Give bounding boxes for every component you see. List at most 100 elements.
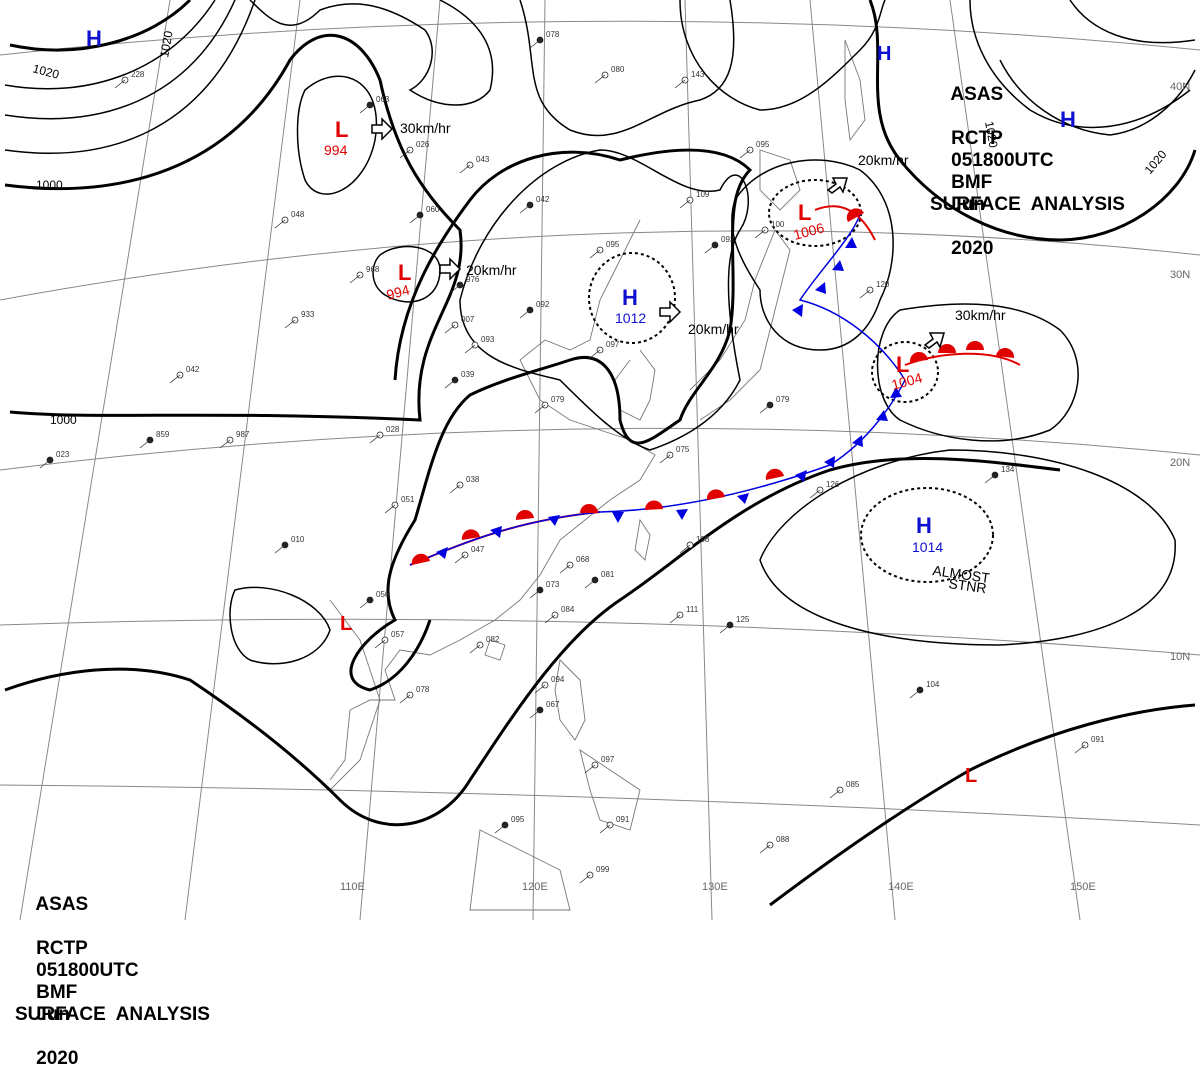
station-plot: 056 bbox=[359, 590, 390, 609]
wind-barb-icon bbox=[139, 439, 151, 449]
isobar-label: 1000 bbox=[50, 413, 77, 427]
motion-speed-label: 20km/hr bbox=[858, 152, 909, 168]
wind-barb-icon bbox=[719, 624, 731, 634]
header-month: Jun bbox=[951, 194, 985, 215]
station-pressure: 859 bbox=[156, 430, 170, 439]
wind-barb-icon bbox=[359, 599, 371, 609]
low-center-se: L bbox=[965, 765, 977, 787]
lat-label: 30N bbox=[1170, 269, 1190, 281]
wind-barb-icon bbox=[529, 589, 541, 599]
station-pressure: 095 bbox=[756, 140, 770, 149]
motion-arrow-icon bbox=[923, 332, 945, 349]
isobar-pacific-low bbox=[876, 303, 1079, 442]
header-time: 051800UTC bbox=[36, 960, 139, 981]
motion-speed-label: 30km/hr bbox=[400, 120, 451, 136]
wind-barb-icon bbox=[589, 249, 601, 259]
warm-symbol bbox=[644, 500, 663, 510]
station-pressure: 088 bbox=[776, 835, 790, 844]
wind-barb-icon bbox=[349, 274, 361, 284]
stationary-annotation: ALMOST STNR bbox=[932, 562, 992, 596]
isobar-1020-ne bbox=[868, 0, 1197, 242]
motion-arrow-icon bbox=[439, 257, 462, 281]
lon-line-130e bbox=[684, 0, 713, 920]
warm-symbol bbox=[846, 208, 864, 222]
isobar-sw-low bbox=[229, 586, 331, 665]
station-plot: 038 bbox=[449, 475, 480, 494]
station-plot: 095 bbox=[739, 140, 770, 159]
pressure-centers: H L 994 L 994 H 1012 L 1006 L 1004 H 101… bbox=[86, 26, 1076, 787]
header-line-1: ASAS RCTP BMF bbox=[15, 872, 210, 1003]
station-plot: 143 bbox=[674, 70, 705, 89]
station-plot: 134 bbox=[984, 465, 1015, 484]
station-pressure: 028 bbox=[386, 425, 400, 434]
wind-barb-icon bbox=[359, 104, 371, 114]
header-line-2: 051800UTC Jun 2020 bbox=[930, 128, 1125, 259]
isobar-se-trough bbox=[769, 703, 1196, 907]
isobar-1000-nw bbox=[4, 33, 463, 422]
high-pressure-letter: H bbox=[86, 26, 102, 51]
isobar-1020-nw bbox=[9, 0, 192, 52]
wind-barb-icon bbox=[444, 379, 456, 389]
header-center: RCTP bbox=[36, 938, 88, 959]
station-plot: 092 bbox=[519, 300, 550, 319]
low-center-1006: L 1006 bbox=[792, 200, 826, 243]
warm-symbol bbox=[909, 351, 928, 362]
station-plot: 091 bbox=[1074, 735, 1105, 754]
low-pressure-letter: L bbox=[340, 613, 352, 635]
low-center-1004: L 1004 bbox=[890, 352, 924, 393]
station-plot: 933 bbox=[284, 310, 315, 329]
wind-barb-icon bbox=[669, 614, 681, 624]
cold-front-japan bbox=[798, 214, 906, 381]
wind-barb-icon bbox=[274, 544, 286, 554]
graticule bbox=[0, 0, 1200, 920]
station-pressure: 080 bbox=[611, 65, 625, 74]
weather-map: 30km/hr 20km/hr 20km/hr 20km/hr 30km/hr … bbox=[0, 0, 1200, 920]
station-plot: 120 bbox=[859, 280, 890, 299]
warm-symbol bbox=[580, 504, 598, 513]
station-plot: 095 bbox=[589, 240, 620, 259]
cold-symbol bbox=[824, 456, 835, 468]
station-plot: 048 bbox=[274, 210, 305, 229]
isobar-nw-2 bbox=[4, 0, 216, 90]
pressure-value: 1004 bbox=[890, 369, 924, 393]
warm-symbol bbox=[461, 529, 480, 540]
station-plot: 082 bbox=[469, 635, 500, 654]
motion-arrow-icon bbox=[371, 117, 394, 141]
warm-front-symbols bbox=[411, 208, 1015, 565]
wind-barb-icon bbox=[409, 214, 421, 224]
station-pressure: 100 bbox=[771, 220, 785, 229]
station-plot: 108 bbox=[679, 535, 710, 554]
wind-barb-icon bbox=[559, 564, 571, 574]
wind-barb-icon bbox=[39, 459, 51, 469]
station-plot: 042 bbox=[519, 195, 550, 214]
high-pressure-letter: H bbox=[877, 43, 891, 65]
station-plot: 051 bbox=[384, 495, 415, 514]
station-plot: 079 bbox=[534, 395, 565, 414]
pressure-value: 1012 bbox=[615, 310, 646, 326]
high-center-ne2: H bbox=[1060, 107, 1076, 132]
wind-barb-icon bbox=[809, 489, 821, 499]
lon-label: 120E bbox=[522, 881, 548, 893]
cold-symbol bbox=[436, 547, 448, 559]
wind-barb-icon bbox=[674, 79, 686, 89]
high-center-ne1: H bbox=[877, 43, 891, 65]
station-plot: 125 bbox=[719, 615, 750, 634]
station-pressure: 081 bbox=[601, 570, 615, 579]
wind-barb-icon bbox=[529, 709, 541, 719]
isobar-north-pacific bbox=[679, 0, 886, 111]
wind-barb-icon bbox=[449, 284, 461, 294]
wind-barb-icon bbox=[444, 324, 456, 334]
dotted-ring-l1004 bbox=[871, 341, 939, 403]
coast-japan bbox=[689, 229, 791, 421]
low-pressure-letter: L bbox=[798, 200, 811, 225]
station-plot: 085 bbox=[829, 780, 860, 799]
warm-symbol bbox=[996, 347, 1015, 358]
station-pressure: 092 bbox=[536, 300, 550, 309]
wind-barb-icon bbox=[494, 824, 506, 834]
station-plot: 028 bbox=[369, 425, 400, 444]
header-year: 2020 bbox=[951, 238, 994, 259]
header-bottom-left: ASAS RCTP BMF 051800UTC Jun 2020 SURFACE… bbox=[15, 828, 210, 1069]
annotation-line: STNR bbox=[948, 575, 988, 596]
station-plot: 968 bbox=[349, 265, 380, 284]
wind-barb-icon bbox=[859, 289, 871, 299]
